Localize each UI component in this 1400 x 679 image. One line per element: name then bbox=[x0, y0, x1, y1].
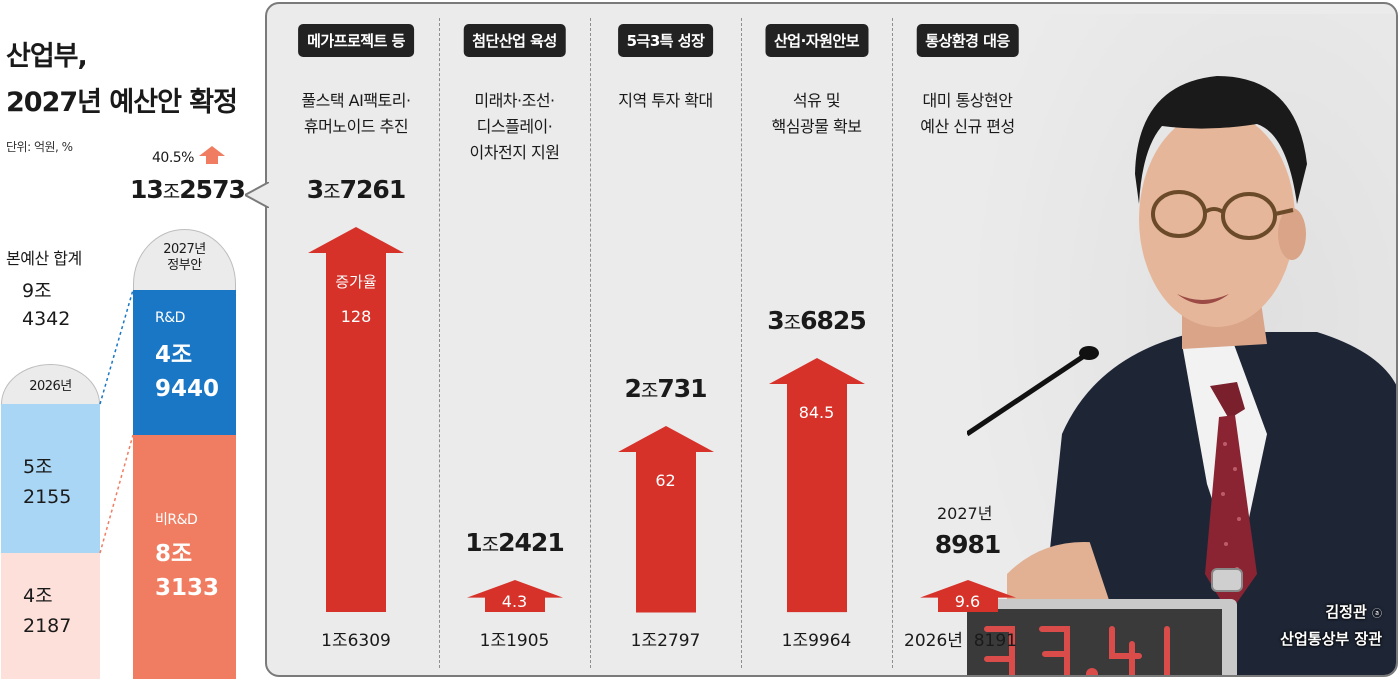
growth-arrow bbox=[768, 357, 865, 612]
value-2027: 3조7261 bbox=[306, 175, 406, 204]
value-2027: 1조2421 bbox=[465, 528, 564, 557]
category-label: 산업·자원안보 bbox=[765, 24, 868, 57]
growth-rate: 84.5 bbox=[798, 402, 835, 422]
growth-arrow-shape bbox=[919, 580, 1016, 612]
category-description: 지역 투자 확대 bbox=[590, 88, 741, 114]
growth-arrow bbox=[617, 425, 714, 612]
bar-2027-rnd-value: 9440 bbox=[155, 376, 220, 402]
minister-photo bbox=[967, 14, 1396, 675]
growth-rate: 128 bbox=[340, 307, 372, 326]
growth-arrow-shape bbox=[466, 580, 563, 612]
bar-2026-non-rnd: 4조 2187 bbox=[1, 553, 100, 679]
bar-2026-rnd: 5조 2155 bbox=[1, 404, 100, 553]
total-2027: 13조2573 bbox=[130, 175, 246, 204]
category-column: 산업·자원안보 석유 및 핵심광물 확보 3조6825 84.5 1조9964 bbox=[741, 4, 892, 675]
growth-arrow bbox=[919, 580, 1016, 612]
value-2026: 1조2797 bbox=[630, 631, 701, 651]
growth-rate: 9.6 bbox=[954, 591, 981, 611]
value-2026: 1조1905 bbox=[479, 631, 550, 651]
description-line: 미래차·조선· bbox=[474, 91, 555, 110]
callout-pointer bbox=[245, 182, 269, 208]
divider bbox=[741, 18, 742, 668]
category-column: 메가프로젝트 등 풀스택 AI팩토리· 휴머노이드 추진 3조7261 증가율 … bbox=[277, 4, 435, 675]
copyright-mark: ⓐ bbox=[1372, 609, 1382, 620]
unit-label: 단위: 억원, % bbox=[6, 140, 73, 154]
category-column: 5극3특 성장 지역 투자 확대 2조731 62 1조2797 bbox=[590, 4, 741, 675]
divider bbox=[590, 18, 591, 668]
bar-2026-rnd-value: 5조 bbox=[23, 456, 53, 478]
growth-arrow bbox=[466, 580, 563, 612]
bar-2027-non-rnd-value: 8조 bbox=[155, 541, 193, 567]
category-description: 석유 및 핵심광물 확보 bbox=[741, 88, 892, 140]
base-budget-label: 본예산 합계 bbox=[6, 249, 82, 268]
year-2026-label: 2026년 bbox=[904, 631, 963, 651]
growth-arrow-shape bbox=[617, 425, 714, 612]
description-line: 풀스택 AI팩토리· bbox=[301, 91, 411, 110]
category-label: 통상환경 대응 bbox=[916, 24, 1019, 57]
series-label-non-rnd: 비R&D bbox=[155, 512, 198, 528]
growth-arrow-shape bbox=[768, 357, 865, 612]
chart-title-line1: 산업부, bbox=[6, 41, 88, 72]
growth-arrow bbox=[308, 227, 404, 612]
value-2027: 3조6825 bbox=[767, 305, 866, 335]
value-2026: 1조6309 bbox=[321, 631, 391, 651]
description-line: 핵심광물 확보 bbox=[771, 117, 862, 136]
summary-panel: 산업부, 2027년 예산안 확정 단위: 억원, % 40.5% 13조257… bbox=[0, 0, 262, 679]
caption-title: 산업통상부 장관 bbox=[1280, 630, 1382, 648]
year-2027-label: 2027년 bbox=[937, 504, 993, 523]
category-label: 첨단산업 육성 bbox=[463, 24, 566, 57]
value-2027: 2조731 bbox=[624, 373, 707, 403]
value-2027: 8981 bbox=[934, 530, 1002, 559]
chart-title-line2: 2027년 예산안 확정 bbox=[6, 87, 238, 118]
divider bbox=[439, 18, 440, 668]
year-2027-cap: 2027년 정부안 bbox=[133, 229, 236, 290]
category-label: 5극3특 성장 bbox=[617, 24, 714, 57]
year-2026-cap: 2026년 bbox=[1, 364, 100, 404]
value-2026: 1조9964 bbox=[781, 631, 852, 651]
growth-rate: 4.3 bbox=[501, 591, 528, 611]
category-description: 대미 통상현안 예산 신규 편성 bbox=[892, 88, 1043, 140]
description-line: 지역 투자 확대 bbox=[618, 91, 713, 110]
category-description: 미래차·조선· 디스플레이· 이차전지 지원 bbox=[439, 88, 590, 166]
photo-caption: 김정관 ⓐ 산업통상부 장관 bbox=[1280, 600, 1382, 651]
description-line: 석유 및 bbox=[792, 91, 841, 110]
value-2026-number: 8191 bbox=[973, 631, 1017, 651]
caption-name: 김정관 bbox=[1325, 603, 1367, 621]
growth-rate-label: 증가율 bbox=[335, 273, 377, 291]
up-arrow-icon bbox=[199, 146, 225, 164]
bar-2026-non-rnd-value: 2187 bbox=[23, 615, 72, 637]
growth-arrow-shape bbox=[308, 227, 404, 612]
bar-2027-rnd: R&D 4조 9440 bbox=[133, 290, 236, 435]
description-line: 이차전지 지원 bbox=[469, 143, 560, 162]
bar-2026-non-rnd-value: 4조 bbox=[23, 585, 53, 607]
base-budget-value: 9조 bbox=[22, 280, 52, 302]
category-column: 통상환경 대응 대미 통상현안 예산 신규 편성 2027년 8981 9.6 … bbox=[892, 4, 1043, 675]
bar-2027-rnd-value: 4조 bbox=[155, 342, 193, 368]
total-increase-rate: 40.5% bbox=[152, 150, 194, 166]
description-line: 예산 신규 편성 bbox=[920, 117, 1015, 136]
base-budget-value: 4342 bbox=[22, 308, 71, 330]
category-column: 첨단산업 육성 미래차·조선· 디스플레이· 이차전지 지원 1조2421 4.… bbox=[439, 4, 590, 675]
description-line: 디스플레이· bbox=[476, 117, 553, 136]
category-label: 메가프로젝트 등 bbox=[298, 24, 414, 57]
bar-2027-non-rnd: 비R&D 8조 3133 bbox=[133, 435, 236, 679]
bar-2027-non-rnd-value: 3133 bbox=[155, 575, 220, 601]
growth-rate: 62 bbox=[655, 470, 676, 490]
category-description: 풀스택 AI팩토리· 휴머노이드 추진 bbox=[277, 88, 435, 140]
category-panel: 메가프로젝트 등 풀스택 AI팩토리· 휴머노이드 추진 3조7261 증가율 … bbox=[265, 2, 1398, 677]
series-label-rnd: R&D bbox=[155, 310, 185, 326]
description-line: 휴머노이드 추진 bbox=[303, 117, 409, 136]
description-line: 대미 통상현안 bbox=[922, 91, 1013, 110]
bar-2026-rnd-value: 2155 bbox=[23, 486, 72, 508]
divider bbox=[892, 18, 893, 668]
value-2026: 2026년 8191 bbox=[904, 626, 1017, 651]
